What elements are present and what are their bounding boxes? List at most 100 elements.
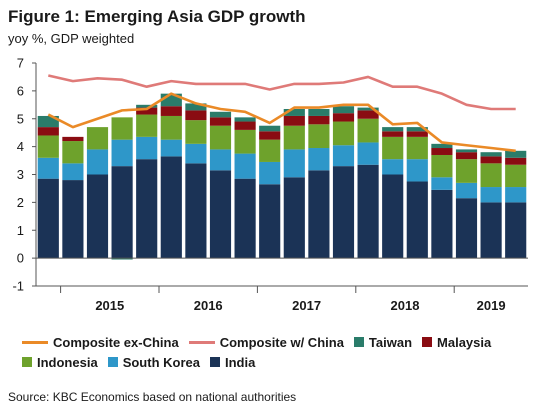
chart-area: 7 6 5 4 3 2 1 0 -1 2015 2016 2017 2018 2019 <box>12 56 528 313</box>
line-composite-w-china <box>48 74 516 111</box>
x-tick-label: 2015 <box>95 298 124 313</box>
bar-segment-south-korea <box>259 161 281 185</box>
chart-title: Figure 1: Emerging Asia GDP growth <box>8 7 306 26</box>
bar-segment-indonesia <box>382 136 404 160</box>
bar-stack-group <box>37 93 527 260</box>
bar-segment-south-korea <box>209 149 232 171</box>
legend-item-composite-ex-china: Composite ex-China <box>22 335 179 350</box>
bar-segment-malaysia <box>259 131 281 140</box>
legend-swatch-indonesia <box>22 357 32 367</box>
bar-segment-south-korea <box>382 159 404 175</box>
legend: Composite ex-China Composite w/ China Ta… <box>22 332 537 372</box>
bar-segment-south-korea <box>283 149 305 178</box>
bar-segment-taiwan <box>505 150 527 158</box>
bar-segment-taiwan <box>332 106 355 114</box>
bar-segment-india <box>382 174 404 259</box>
bar-segment-indonesia <box>357 118 379 143</box>
bar-segment-india <box>62 180 84 259</box>
x-tick-label: 2016 <box>194 298 223 313</box>
legend-item-malaysia: Malaysia <box>422 335 491 350</box>
legend-swatch-taiwan <box>353 337 364 347</box>
bar-segment-south-korea <box>455 182 478 199</box>
bar-segment-indonesia <box>111 117 133 140</box>
legend-item-south-korea: South Korea <box>107 354 200 370</box>
legend-label: Composite ex-China <box>53 334 179 350</box>
bar-segment-indonesia <box>480 163 502 188</box>
line-series-group <box>47 74 516 153</box>
bar-segment-indonesia <box>185 120 207 144</box>
x-tick-label: 2018 <box>391 298 420 313</box>
x-tick-label: 2019 <box>477 298 506 313</box>
legend-label: Malaysia <box>437 334 492 350</box>
bar-segment-indonesia <box>259 139 281 162</box>
bar-segment-malaysia <box>62 136 84 142</box>
y-tick-label: 5 <box>17 111 24 126</box>
bar-segment-south-korea <box>160 139 182 157</box>
bar-segment-taiwan <box>234 117 256 122</box>
bar-segment-malaysia <box>406 131 428 137</box>
legend-item-composite-w-china: Composite w/ China <box>188 334 344 350</box>
legend-label: South Korea <box>122 354 200 370</box>
legend-swatch-malaysia <box>422 337 433 347</box>
y-tick-label: 1 <box>17 223 24 238</box>
bar-segment-south-korea <box>234 153 256 179</box>
bar-segment-south-korea <box>86 149 109 175</box>
bar-segment-taiwan <box>480 152 502 157</box>
axes-group: 7 6 5 4 3 2 1 0 -1 2015 2016 2017 2018 2019 <box>12 56 528 313</box>
bar-segment-india <box>259 184 281 259</box>
bar-segment-india <box>234 178 256 259</box>
bar-segment-indonesia <box>37 135 59 158</box>
bar-segment-india <box>455 198 478 259</box>
bar-segment-malaysia <box>382 131 404 137</box>
bar-segment-taiwan <box>185 103 207 111</box>
bar-segment-taiwan <box>382 127 404 132</box>
legend-label: India <box>224 354 256 370</box>
bar-segment-indonesia <box>160 115 182 140</box>
bar-segment-india <box>357 164 379 259</box>
bar-segment-india <box>283 177 305 259</box>
legend-label: Indonesia <box>37 354 98 370</box>
bar-segment-malaysia <box>283 115 305 126</box>
bar-segment-indonesia <box>431 154 453 178</box>
y-tick-label: 2 <box>17 195 24 210</box>
bar-segment-india <box>136 159 158 259</box>
bar-segment-malaysia <box>185 110 207 121</box>
legend-item-india: India <box>209 354 256 370</box>
bar-segment-indonesia <box>209 125 232 150</box>
bar-segment-taiwan <box>357 107 379 111</box>
bar-segment-taiwan <box>136 104 158 108</box>
bar-segment-india <box>406 181 428 259</box>
legend-item-taiwan: Taiwan <box>353 335 412 350</box>
bar-segment-malaysia <box>234 121 256 130</box>
bar-segment-taiwan <box>406 127 428 132</box>
line-composite-ex-china <box>47 92 516 153</box>
bar-segment-india <box>431 189 453 259</box>
legend-label: Composite w/ China <box>219 334 344 350</box>
y-tick-label: 7 <box>17 56 24 71</box>
bar-segment-south-korea <box>480 187 502 203</box>
bar-segment-south-korea <box>431 177 453 190</box>
x-tick-label: 2017 <box>292 298 321 313</box>
bar-segment-indonesia <box>308 124 330 149</box>
bar-segment-india <box>209 170 232 259</box>
legend-swatch-south-korea <box>107 357 118 367</box>
bar-segment-malaysia <box>357 110 379 119</box>
bar-segment-taiwan <box>283 108 305 116</box>
bar-segment-india <box>505 202 527 259</box>
y-tick-label: 4 <box>17 139 24 154</box>
bar-segment-indonesia <box>406 136 428 160</box>
bar-segment-taiwan <box>455 149 478 153</box>
bar-segment-indonesia <box>283 125 305 150</box>
bar-segment-taiwan <box>37 115 59 128</box>
bar-segment-taiwan <box>308 108 330 116</box>
legend-swatch-composite-ex-china <box>22 340 48 344</box>
bar-segment-south-korea <box>62 163 84 181</box>
bar-segment-south-korea <box>332 145 355 167</box>
bar-segment-india <box>86 174 109 259</box>
bar-segment-south-korea <box>505 187 527 203</box>
bar-segment-indonesia <box>86 127 109 150</box>
bar-segment-south-korea <box>136 136 158 160</box>
legend-swatch-india <box>209 357 220 367</box>
y-tick-label: 6 <box>17 83 24 98</box>
bar-segment-india <box>37 178 59 259</box>
